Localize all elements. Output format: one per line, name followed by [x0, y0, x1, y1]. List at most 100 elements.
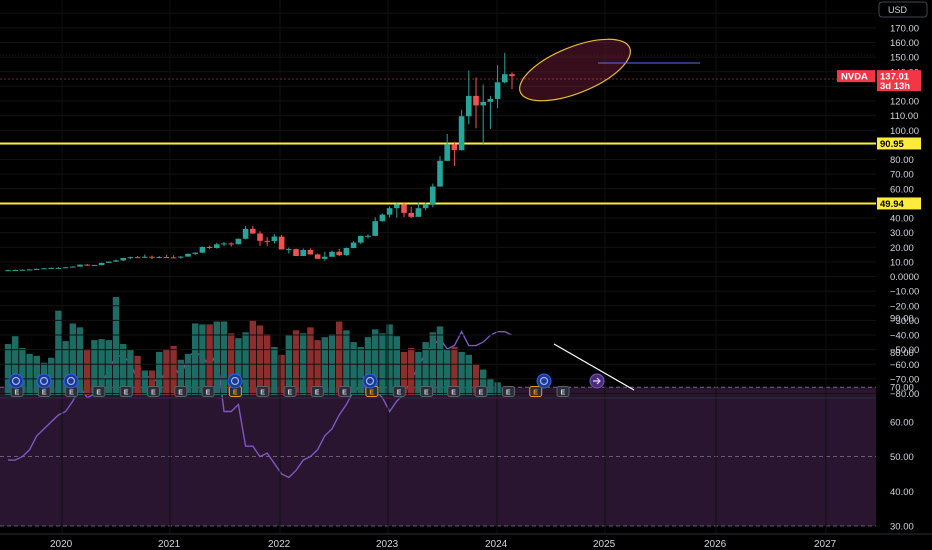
dividend-badge[interactable] — [227, 373, 243, 389]
candle-body — [235, 238, 242, 245]
volume-bar — [206, 324, 213, 395]
price-tick-label: −60.00 — [890, 360, 919, 371]
earnings-badge[interactable]: E — [92, 386, 106, 397]
dividend-badge[interactable] — [63, 373, 79, 389]
candle-body — [487, 98, 494, 102]
candle — [214, 242, 220, 249]
candle-body — [113, 260, 119, 262]
earnings-badge[interactable]: E — [556, 386, 570, 397]
candle — [350, 241, 357, 249]
candle — [444, 134, 450, 161]
svg-text:E: E — [451, 390, 456, 397]
level-tag-label: 49.94 — [880, 199, 904, 210]
last-price-label: 137.01 — [880, 72, 910, 83]
candle-body — [163, 257, 170, 259]
earnings-badge[interactable]: E — [529, 386, 543, 397]
earnings-badge[interactable]: E — [147, 386, 160, 397]
candle-body — [271, 236, 278, 241]
earnings-badge[interactable]: E — [201, 386, 215, 397]
candle — [113, 259, 119, 262]
volume-bar — [112, 297, 120, 395]
rsi-tick-label: 50.00 — [890, 452, 914, 463]
currency-button[interactable]: USD — [878, 1, 928, 18]
volume-bar — [242, 332, 249, 395]
earnings-badge[interactable]: E — [420, 386, 433, 397]
volume-bar — [372, 329, 379, 395]
dividend-badge[interactable] — [536, 373, 552, 389]
candle — [415, 202, 422, 217]
volume-bar — [105, 340, 112, 395]
dividend-badge[interactable] — [362, 373, 378, 389]
price-tick-label: 110.00 — [890, 111, 918, 122]
volume-bar — [292, 330, 300, 395]
candle-body — [422, 204, 429, 209]
candle-body — [278, 236, 285, 250]
rsi-pane[interactable] — [0, 330, 876, 527]
volume-bar — [192, 323, 199, 395]
time-axis[interactable]: 2020 2021 2022 2023 2024 2025 2026 2027 — [50, 539, 837, 550]
candle-body — [242, 228, 249, 239]
candle-body — [336, 251, 342, 256]
earnings-badge[interactable]: E — [392, 386, 406, 397]
earnings-badge[interactable]: E — [174, 386, 188, 397]
time-tick-label: 2027 — [814, 539, 837, 550]
candle — [149, 255, 155, 259]
upcoming-event-badge[interactable] — [589, 373, 605, 389]
price-tick-label: 30.00 — [890, 228, 914, 239]
dividend-badge[interactable] — [8, 373, 24, 389]
candle-body — [466, 95, 472, 117]
earnings-badge[interactable]: E — [283, 386, 297, 397]
drawings[interactable] — [0, 27, 876, 391]
candle-body — [350, 242, 357, 248]
candle-body — [329, 251, 335, 257]
candle — [5, 269, 11, 272]
rsi-axis[interactable]: 90.00 80.00 70.00 60.00 50.00 40.00 30.00 — [890, 313, 914, 532]
candle-body — [264, 240, 270, 242]
price-candles — [5, 52, 515, 272]
horizontal-levels[interactable] — [0, 142, 876, 205]
svg-text:E: E — [124, 390, 129, 397]
svg-text:E: E — [15, 390, 20, 397]
earnings-badge[interactable]: E — [256, 386, 270, 397]
candle-body — [199, 246, 206, 253]
currency-label: USD — [888, 5, 908, 15]
volume-trend-line[interactable] — [553, 343, 635, 391]
candle-body — [415, 208, 422, 217]
volume-bar — [458, 351, 465, 395]
earnings-badge[interactable]: E — [474, 386, 488, 397]
candle-body — [451, 144, 458, 151]
candle-body — [494, 82, 501, 99]
svg-text:E: E — [178, 390, 183, 397]
candle-body — [444, 144, 450, 161]
earnings-badge[interactable]: E — [310, 386, 324, 397]
earnings-badge[interactable]: E — [501, 386, 515, 397]
candle — [70, 266, 76, 268]
volume-bar — [494, 382, 501, 395]
candle — [480, 84, 486, 144]
earnings-badge[interactable]: E — [338, 386, 352, 397]
candle — [48, 267, 54, 269]
price-tick-label: 60.00 — [890, 184, 914, 195]
volume-bar — [307, 327, 314, 395]
candle — [134, 256, 141, 259]
candle-body — [300, 250, 306, 257]
time-tick-label: 2023 — [376, 539, 399, 550]
candle — [487, 95, 494, 129]
candle-body — [228, 243, 234, 245]
highlight-ellipse[interactable] — [512, 27, 639, 114]
candle — [307, 248, 314, 255]
volume-bar — [285, 335, 292, 395]
price-tick-label: 100.00 — [890, 126, 919, 137]
candle-body — [5, 270, 11, 272]
earnings-badge[interactable]: E — [365, 386, 379, 397]
price-tick-label: 10.00 — [890, 257, 914, 268]
earnings-badge[interactable]: E — [119, 386, 133, 397]
earnings-badge[interactable]: E — [447, 386, 461, 397]
candle — [451, 141, 458, 166]
candle-body — [106, 261, 112, 263]
volume-bar — [134, 355, 141, 395]
dividend-badge[interactable] — [36, 373, 52, 389]
